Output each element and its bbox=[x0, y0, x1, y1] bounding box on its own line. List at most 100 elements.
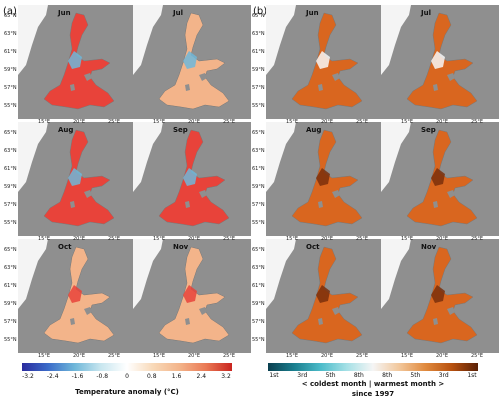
lat-tick: 55°N bbox=[4, 220, 17, 226]
island-oland bbox=[70, 84, 75, 91]
lon-tick: 15°E bbox=[401, 353, 414, 359]
island-gotland bbox=[332, 190, 340, 198]
colorbar-tick: 1.6 bbox=[171, 373, 182, 380]
map-panel-b-oct: Oct bbox=[266, 239, 384, 353]
lon-tick: 15°E bbox=[286, 236, 299, 242]
lat-tick: 55°N bbox=[252, 103, 265, 109]
month-label: Jun bbox=[306, 9, 319, 17]
lat-tick: 57°N bbox=[4, 319, 17, 325]
island-gotland bbox=[199, 73, 207, 81]
island-gotland bbox=[332, 73, 340, 81]
month-label: Nov bbox=[421, 243, 437, 251]
island-oland bbox=[433, 318, 438, 325]
sea-subregion bbox=[431, 285, 445, 303]
colorbar-tick: -0.8 bbox=[96, 373, 109, 380]
baltic-sea-map bbox=[266, 122, 363, 227]
month-label: Jul bbox=[421, 9, 431, 17]
lon-tick: 20°E bbox=[321, 236, 334, 242]
baltic-sea-map bbox=[18, 122, 115, 227]
colorbar-tick: 5th bbox=[410, 372, 421, 379]
land-mask bbox=[381, 239, 411, 309]
sea-subregion bbox=[316, 51, 330, 69]
map-panel-b-jul: Jul bbox=[381, 5, 499, 119]
lon-tick: 20°E bbox=[73, 236, 86, 242]
lat-tick: 57°N bbox=[252, 202, 265, 208]
colorbar-tick: 8th bbox=[382, 372, 393, 379]
colorbar-tick: 1st bbox=[269, 372, 279, 379]
colorbar-tick: -3.2 bbox=[22, 373, 34, 380]
panel-b-label: (b) bbox=[253, 6, 268, 17]
island-oland bbox=[318, 201, 323, 208]
island-gotland bbox=[447, 190, 455, 198]
sea-subregion bbox=[316, 285, 330, 303]
lon-tick: 25°E bbox=[223, 236, 236, 242]
island-gotland bbox=[332, 307, 340, 315]
colorbar-tick: 0.8 bbox=[146, 373, 157, 380]
lon-tick: 25°E bbox=[471, 353, 484, 359]
panel-a-label: (a) bbox=[3, 6, 17, 17]
island-gotland bbox=[84, 307, 92, 315]
lon-tick: 20°E bbox=[436, 119, 449, 125]
lon-tick: 25°E bbox=[471, 119, 484, 125]
lon-tick: 20°E bbox=[321, 353, 334, 359]
colorbar-tick: -2.4 bbox=[46, 373, 59, 380]
island-oland bbox=[185, 318, 190, 325]
land-mask bbox=[266, 5, 296, 75]
map-panel-b-nov: Nov bbox=[381, 239, 499, 353]
lon-tick: 20°E bbox=[321, 119, 334, 125]
colorbar-tick: 0 bbox=[125, 373, 129, 380]
lon-tick: 15°E bbox=[153, 119, 166, 125]
island-oland bbox=[318, 84, 323, 91]
colorbar-tick: 3.2 bbox=[221, 373, 231, 380]
baltic-sea-map bbox=[381, 122, 478, 227]
map-panel-a-oct: Oct bbox=[18, 239, 136, 353]
lat-tick: 63°N bbox=[252, 31, 265, 37]
lat-tick: 55°N bbox=[4, 337, 17, 343]
lat-tick: 59°N bbox=[252, 301, 265, 307]
map-panel-b-jun: Jun bbox=[266, 5, 384, 119]
island-gotland bbox=[84, 73, 92, 81]
land-mask bbox=[18, 5, 48, 75]
sea-subregion bbox=[183, 285, 197, 303]
land-mask bbox=[266, 239, 296, 309]
lon-tick: 20°E bbox=[188, 119, 201, 125]
map-panel-a-nov: Nov bbox=[133, 239, 251, 353]
colorbar-rank bbox=[268, 363, 478, 371]
island-gotland bbox=[199, 190, 207, 198]
lat-tick: 63°N bbox=[4, 31, 17, 37]
land-mask bbox=[381, 5, 411, 75]
island-oland bbox=[318, 318, 323, 325]
month-label: Sep bbox=[421, 126, 436, 134]
land-mask bbox=[266, 122, 296, 192]
lon-tick: 20°E bbox=[188, 353, 201, 359]
lon-tick: 25°E bbox=[223, 119, 236, 125]
colorbar-tick: 8th bbox=[353, 372, 364, 379]
baltic-sea-map bbox=[266, 239, 363, 344]
lat-tick: 65°N bbox=[252, 13, 265, 19]
island-gotland bbox=[447, 307, 455, 315]
island-gotland bbox=[84, 190, 92, 198]
month-label: Aug bbox=[306, 126, 322, 134]
sea-subregion bbox=[183, 51, 197, 69]
lat-tick: 55°N bbox=[4, 103, 17, 109]
lat-tick: 61°N bbox=[252, 166, 265, 172]
island-oland bbox=[433, 84, 438, 91]
lat-tick: 57°N bbox=[252, 85, 265, 91]
lon-tick: 25°E bbox=[356, 119, 369, 125]
baltic-sea-map bbox=[18, 5, 115, 110]
map-panel-a-aug: Aug bbox=[18, 122, 136, 236]
island-gotland bbox=[199, 307, 207, 315]
lat-tick: 59°N bbox=[4, 184, 17, 190]
lat-tick: 55°N bbox=[252, 220, 265, 226]
colorbar-b-label-line1: < coldest month | warmest month > bbox=[301, 380, 445, 388]
colorbar-tick: 1st bbox=[467, 372, 477, 379]
lat-tick: 57°N bbox=[252, 319, 265, 325]
land-mask bbox=[18, 239, 48, 309]
lat-tick: 63°N bbox=[4, 265, 17, 271]
colorbar-a-label: Temperature anomaly (°C) bbox=[75, 388, 179, 396]
lat-tick: 61°N bbox=[252, 283, 265, 289]
sea-subregion bbox=[431, 168, 445, 186]
lat-tick: 57°N bbox=[4, 202, 17, 208]
lon-tick: 25°E bbox=[356, 236, 369, 242]
lon-tick: 15°E bbox=[401, 119, 414, 125]
